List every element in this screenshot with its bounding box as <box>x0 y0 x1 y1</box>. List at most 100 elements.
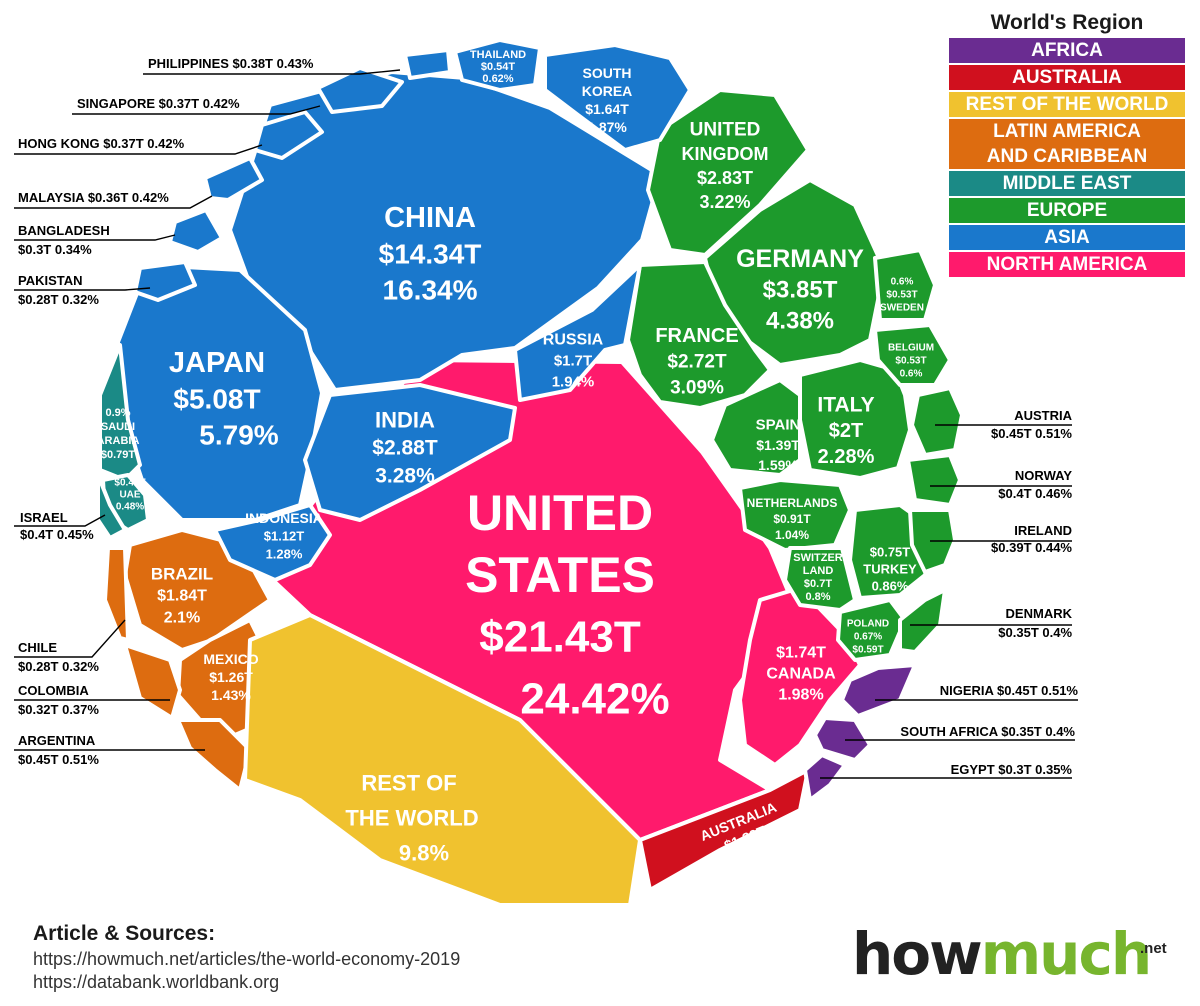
label-germany-0: GERMANY <box>736 245 864 273</box>
label-south-korea-3: 1.87% <box>587 119 627 135</box>
label-colombia-0: COLOMBIA <box>18 683 89 698</box>
label-group-belgium: BELGIUM $0.53T 0.6% <box>888 343 934 380</box>
label-italy-1: $2T <box>829 420 863 442</box>
label-thailand-0: THAILAND <box>470 49 526 61</box>
label-group-canada: $1.74T CANADA 1.98% <box>766 645 836 704</box>
label-denmark-0: DENMARK <box>1006 606 1073 621</box>
label-south-korea-0: SOUTH <box>583 65 632 81</box>
cell-italy <box>798 358 912 480</box>
label-indonesia-1: $1.12T <box>264 529 305 544</box>
source-link-article[interactable]: https://howmuch.net/articles/the-world-e… <box>33 949 461 969</box>
label-netherlands-2: 1.04% <box>775 528 809 542</box>
cell-norway <box>906 453 962 507</box>
label-indonesia-2: 1.28% <box>266 547 303 562</box>
label-south-africa-0: SOUTH AFRICA $0.35T 0.4% <box>900 724 1075 739</box>
label-egypt-0: EGYPT $0.3T 0.35% <box>951 762 1073 777</box>
label-israel-1: $0.4T 0.45% <box>20 527 94 542</box>
cell-india <box>303 383 517 522</box>
label-philippines-0: PHILIPPINES $0.38T 0.43% <box>148 56 314 71</box>
logo-net: .net <box>1140 940 1167 957</box>
label-group-japan: JAPAN $5.08T 5.79% <box>169 347 279 451</box>
label-canada-1: CANADA <box>766 666 836 683</box>
label-group-mexico: MEXICO $1.26T 1.43% <box>203 651 258 703</box>
label-russia-0: RUSSIA <box>543 332 604 349</box>
label-germany-1: $3.85T <box>763 277 838 304</box>
sources-block: Article & Sources: https://howmuch.net/a… <box>33 922 460 994</box>
label-ireland-1: $0.39T 0.44% <box>991 540 1072 555</box>
label-group-china: CHINA $14.34T 16.34% <box>379 202 482 306</box>
label-israel-0: ISRAEL <box>20 510 68 525</box>
cell-netherlands <box>738 478 852 552</box>
label-group-netherlands: NETHERLANDS $0.91T 1.04% <box>747 496 838 542</box>
legend-item-australia: AUSTRALIA <box>949 65 1185 90</box>
label-pakistan-0: PAKISTAN <box>18 273 83 288</box>
label-united-kingdom-0: UNITED <box>690 120 761 141</box>
label-india-1: $2.88T <box>372 437 438 460</box>
leader-pakistan <box>14 287 151 291</box>
leader-malaysia <box>14 195 213 209</box>
cell-south-africa <box>813 716 872 762</box>
label-group-turkey: $0.75T TURKEY 0.86% <box>863 545 917 594</box>
label-thailand-2: 0.62% <box>482 73 513 85</box>
legend-item-africa: AFRICA <box>949 38 1185 63</box>
leader-chile <box>14 619 126 658</box>
label-canada-2: 1.98% <box>778 687 823 704</box>
label-brazil-1: $1.84T <box>157 588 207 605</box>
label-united-states-2: $21.43T <box>479 613 641 662</box>
cell-canada <box>738 586 862 767</box>
label-poland-2: $0.59T <box>852 645 883 656</box>
label-italy-0: ITALY <box>817 394 874 417</box>
label-switzerland-3: 0.8% <box>805 591 830 603</box>
label-india-2: 3.28% <box>375 465 435 488</box>
logo-how: how <box>852 920 983 988</box>
cell-pakistan <box>133 260 197 302</box>
cell-saudi-arabia <box>98 343 142 482</box>
label-belgium-2: 0.6% <box>900 369 923 380</box>
label-ireland-0: IRELAND <box>1014 523 1072 538</box>
label-spain-1: $1.39T <box>756 437 800 453</box>
label-belgium-1: $0.53T <box>895 356 926 367</box>
leader-singapore <box>72 105 321 115</box>
label-saudi-arabia-3: $0.79T <box>101 449 136 461</box>
cell-united-kingdom <box>646 88 810 257</box>
label-group-italy: ITALY $2T 2.28% <box>817 394 874 469</box>
label-france-0: FRANCE <box>655 325 738 347</box>
label-china-2: 16.34% <box>383 275 478 306</box>
label-turkey-0: $0.75T <box>870 545 911 560</box>
label-saudi-arabia-1: SAUDI <box>101 421 135 433</box>
label-group-spain: SPAIN $1.39T 1.59% <box>756 417 801 474</box>
label-hong-kong-0: HONG KONG $0.37T 0.42% <box>18 136 185 151</box>
label-group-united-kingdom: UNITED KINGDOM $2.83T 3.22% <box>682 120 769 213</box>
label-japan-1: $5.08T <box>173 384 260 415</box>
legend-item-middle_east: MIDDLE EAST <box>949 171 1185 196</box>
label-thailand-1: $0.54T <box>481 61 516 73</box>
label-group-russia: RUSSIA $1.7T 1.94% <box>543 332 604 391</box>
label-united-states-0: UNITED <box>467 485 653 541</box>
label-russia-2: 1.94% <box>552 374 595 391</box>
cell-singapore <box>316 66 404 114</box>
label-poland-1: 0.67% <box>854 632 882 643</box>
label-switzerland-2: $0.7T <box>804 578 832 590</box>
cell-austria <box>910 386 964 457</box>
label-rest-of-the-world-1: THE WORLD <box>345 806 478 831</box>
cell-hong-kong <box>253 110 324 160</box>
label-chile-1: $0.28T 0.32% <box>18 659 99 674</box>
label-turkey-2: 0.86% <box>872 579 909 594</box>
cell-indonesia <box>213 503 332 582</box>
label-norway-0: NORWAY <box>1015 468 1072 483</box>
label-russia-1: $1.7T <box>554 353 592 370</box>
label-group-sweden: 0.6% $0.53T SWEDEN <box>880 277 924 314</box>
label-spain-0: SPAIN <box>756 417 801 434</box>
label-united-kingdom-2: $2.83T <box>697 168 753 188</box>
cell-south-korea <box>543 43 692 152</box>
cell-poland <box>836 598 907 662</box>
source-link-worldbank[interactable]: https://databank.worldbank.org <box>33 972 280 992</box>
label-bangladesh-0: BANGLADESH <box>18 223 110 238</box>
chart-legend: World's Region AFRICA AUSTRALIA REST OF TH… <box>949 8 1185 279</box>
label-singapore-0: SINGAPORE $0.37T 0.42% <box>77 96 240 111</box>
label-south-korea-2: $1.64T <box>585 101 629 117</box>
label-argentina-0: ARGENTINA <box>18 733 96 748</box>
